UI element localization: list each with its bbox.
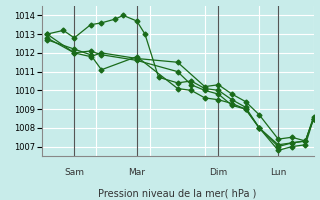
- Text: Mar: Mar: [128, 168, 145, 177]
- Text: Pression niveau de la mer( hPa ): Pression niveau de la mer( hPa ): [99, 189, 257, 199]
- Text: Dim: Dim: [209, 168, 228, 177]
- Text: Lun: Lun: [270, 168, 286, 177]
- Text: Sam: Sam: [64, 168, 84, 177]
